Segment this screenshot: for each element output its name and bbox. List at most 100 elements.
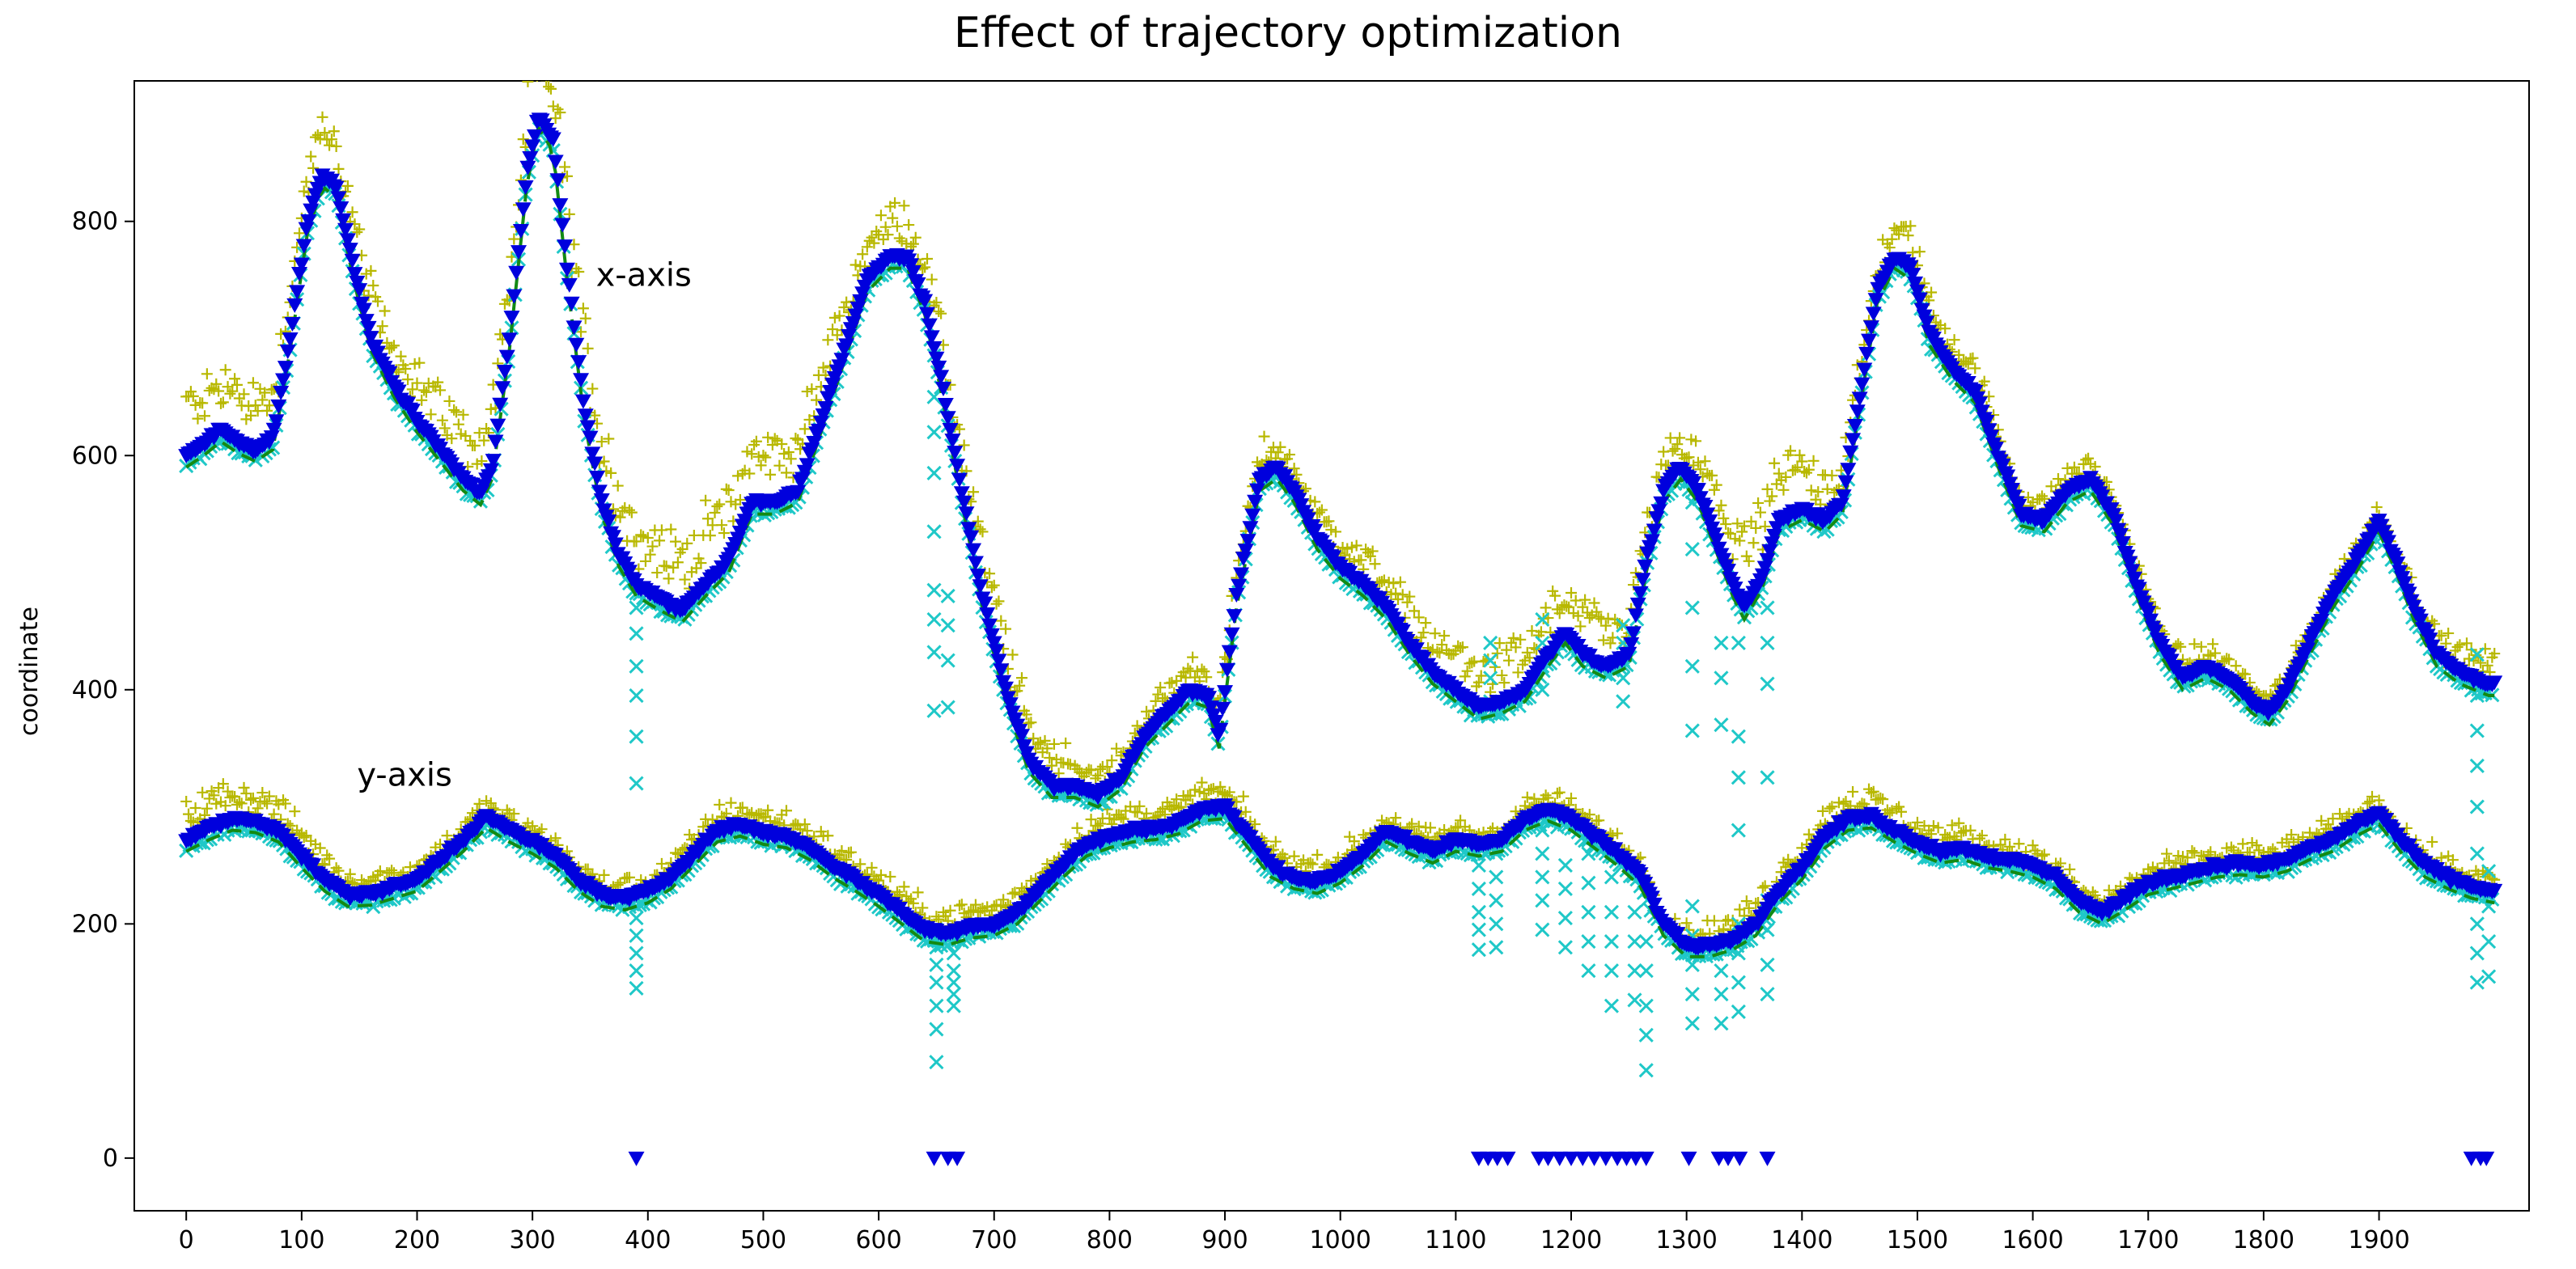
plus-marker <box>635 529 647 541</box>
plus-marker <box>371 295 383 307</box>
x-marker <box>1684 658 1700 674</box>
plus-marker <box>1413 611 1425 624</box>
plus-marker <box>527 820 539 832</box>
plus-marker <box>1316 504 1328 516</box>
x-marker <box>929 975 944 990</box>
plus-marker <box>259 387 271 399</box>
plus-marker <box>744 467 756 480</box>
plus-marker <box>1429 628 1441 640</box>
plus-marker <box>1591 606 1603 618</box>
plus-marker <box>2172 638 2184 650</box>
plus-marker <box>201 368 213 380</box>
x-marker <box>1714 987 1729 1002</box>
plus-marker <box>432 376 444 388</box>
plus-marker <box>665 523 677 535</box>
plus-marker <box>760 451 772 463</box>
plus-marker <box>919 261 931 273</box>
plus-marker <box>714 498 726 510</box>
plus-marker <box>642 532 654 544</box>
plus-marker <box>984 568 996 580</box>
plus-marker <box>1791 461 1803 473</box>
plus-marker <box>1475 670 1487 682</box>
plus-marker <box>1415 632 1427 644</box>
plus-marker <box>1708 484 1720 496</box>
plus-marker <box>1521 791 1533 803</box>
plus-marker <box>1046 759 1058 772</box>
plus-marker <box>776 438 788 450</box>
plus-marker <box>367 279 379 291</box>
plus-marker <box>559 161 571 173</box>
plus-marker <box>416 394 428 406</box>
plus-marker <box>1101 761 1113 773</box>
x-marker <box>1483 670 1498 686</box>
plus-marker <box>646 540 659 552</box>
plus-marker <box>1515 633 1527 645</box>
plus-marker <box>2175 641 2187 653</box>
plus-marker <box>1710 479 1722 491</box>
triangle-down-marker <box>295 239 312 254</box>
triangle-down-marker <box>489 418 506 434</box>
plus-marker <box>256 787 269 799</box>
plus-marker <box>395 350 407 362</box>
plus-marker <box>344 868 356 880</box>
plus-marker <box>1011 685 1023 697</box>
plus-marker <box>183 808 195 820</box>
plus-marker <box>587 383 599 395</box>
plus-marker <box>660 560 672 573</box>
x-marker <box>1731 770 1746 785</box>
plus-marker <box>1472 676 1485 688</box>
plus-marker <box>799 423 811 435</box>
x-marker <box>926 425 942 440</box>
plus-marker <box>995 615 1007 627</box>
x-marker <box>629 928 644 943</box>
x-marker <box>1471 922 1486 937</box>
triangle-down-marker <box>1865 307 1882 322</box>
plus-marker <box>716 519 728 531</box>
plus-marker <box>180 795 193 807</box>
plus-marker <box>468 439 481 451</box>
x-marker <box>1489 916 1504 932</box>
x-tick-label: 200 <box>394 1226 440 1254</box>
plus-marker <box>1967 352 1979 364</box>
triangle-down-marker <box>574 394 591 409</box>
plus-marker <box>1736 526 1748 538</box>
plus-marker <box>227 385 239 397</box>
plus-marker <box>827 324 839 336</box>
x-marker <box>1714 635 1729 650</box>
plus-marker <box>1390 587 1402 599</box>
x-marker <box>1535 869 1550 885</box>
x-tick-label: 1000 <box>1310 1226 1371 1254</box>
plus-marker <box>263 400 275 412</box>
plus-marker <box>933 306 945 318</box>
plus-marker <box>1743 555 1755 567</box>
plus-marker <box>2454 639 2466 651</box>
x-tick-label: 1800 <box>2233 1226 2294 1254</box>
triangle-down-marker <box>967 556 984 571</box>
plus-marker <box>544 82 557 95</box>
plus-marker <box>676 543 688 555</box>
x-tick-label: 1200 <box>1540 1226 1602 1254</box>
plus-marker <box>1272 446 1284 459</box>
x-marker <box>1731 823 1746 838</box>
plus-marker <box>524 69 536 80</box>
x-marker <box>1760 957 1775 973</box>
x-tick-label: 1400 <box>1771 1226 1832 1254</box>
plus-marker <box>968 486 980 498</box>
plus-marker <box>452 418 464 430</box>
plus-marker <box>208 789 220 802</box>
x-marker <box>1714 963 1729 979</box>
x-marker <box>929 957 944 973</box>
x-marker <box>629 963 644 979</box>
triangle-down-marker <box>573 373 590 388</box>
plus-marker <box>529 39 540 50</box>
plus-marker <box>1366 545 1379 557</box>
plus-marker <box>1461 665 1473 677</box>
plus-marker <box>670 535 682 548</box>
x-tick-label: 900 <box>1201 1226 1248 1254</box>
plus-marker <box>1015 672 1027 684</box>
plus-marker <box>436 414 448 426</box>
plus-marker <box>912 886 924 899</box>
plus-marker <box>651 567 663 579</box>
plus-marker <box>1669 443 1681 455</box>
triangle-down-marker <box>1851 391 1868 407</box>
